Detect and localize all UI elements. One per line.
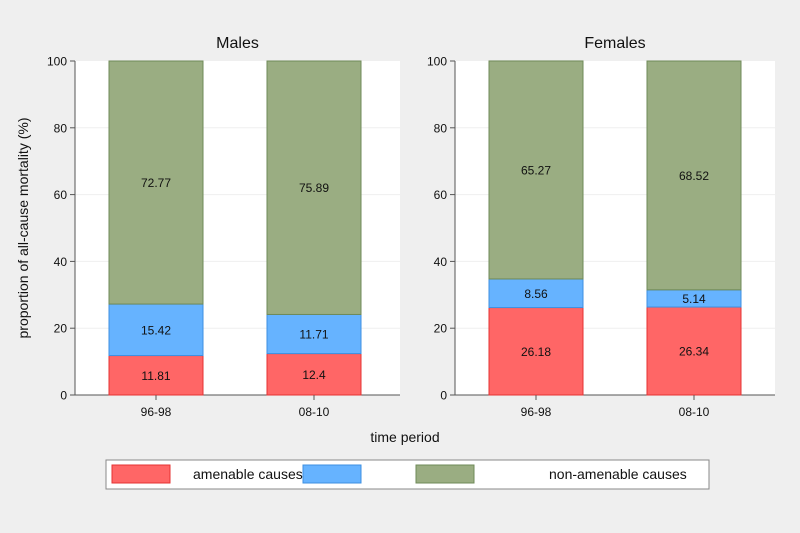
y-tick-label: 40: [54, 255, 68, 269]
y-tick-label: 20: [434, 322, 448, 336]
bar-ihd-96-98: [108, 303, 204, 357]
y-axis-label: proportion of all-cause mortality (%): [15, 118, 31, 339]
panel-males: 0 20 40 60 80 100 Males 11.81 15.42 72.77 96-98 12.…: [47, 35, 400, 419]
data-label: 11.81: [141, 369, 170, 383]
legend-swatch: [302, 464, 362, 484]
data-label: 26.34: [679, 345, 709, 359]
y-tick-label: 0: [440, 389, 447, 403]
legend-swatch: [111, 464, 171, 484]
legend-label: amenable causes: [193, 466, 303, 482]
y-tick-label: 60: [54, 188, 68, 202]
legend-swatch: [415, 464, 475, 484]
data-label: 11.71: [299, 328, 328, 342]
y-tick-label: 80: [54, 121, 68, 135]
y-tick-label: 100: [47, 55, 67, 69]
y-tick-label: 0: [60, 389, 67, 403]
bar-non-amenable-causes-96-98: [488, 60, 584, 280]
data-label: 75.89: [299, 181, 329, 195]
y-tick-label: 100: [427, 55, 447, 69]
x-tick-label: 08-10: [679, 405, 710, 419]
bar-amenable-causes-08-10: [266, 353, 362, 396]
bar-ihd-96-98: [488, 278, 584, 309]
bar-non-amenable-causes-08-10: [266, 60, 362, 315]
bar-ihd-08-10: [266, 313, 362, 355]
panel-title: Males: [216, 35, 259, 52]
legend: amenable causesIHDnon-amenable causes: [105, 459, 710, 490]
y-tick-label: 80: [434, 121, 448, 135]
legend-item-non-amenable-causes: non-amenable causes: [415, 464, 687, 484]
y-tick-label: 20: [54, 322, 68, 336]
bar-non-amenable-causes-08-10: [646, 60, 742, 291]
data-label: 15.42: [141, 323, 171, 337]
data-label: 12.4: [302, 368, 326, 382]
y-tick-label: 40: [434, 255, 448, 269]
bar-amenable-causes-96-98: [488, 307, 584, 396]
x-tick-label: 08-10: [299, 405, 330, 419]
y-tick-label: 60: [434, 188, 448, 202]
x-tick-label: 96-98: [141, 405, 172, 419]
data-label: 5.14: [682, 292, 706, 306]
data-label: 26.18: [521, 345, 551, 359]
bar-amenable-causes-96-98: [108, 355, 204, 396]
legend-box: [105, 459, 710, 490]
bar-amenable-causes-08-10: [646, 306, 742, 396]
x-axis-label: time period: [370, 429, 439, 445]
legend-item-amenable-causes: amenable causes: [111, 464, 303, 484]
panel-females: 0 20 40 60 80 100 Females 26.18 8.56 65.27 96-98 26…: [427, 35, 775, 419]
data-label: 8.56: [524, 287, 548, 301]
data-label: 65.27: [521, 163, 551, 177]
bar-non-amenable-causes-96-98: [108, 60, 204, 305]
data-label: 68.52: [679, 169, 709, 183]
x-tick-label: 96-98: [521, 405, 552, 419]
panel-title: Females: [584, 35, 645, 52]
data-label: 72.77: [141, 176, 171, 190]
legend-label: non-amenable causes: [549, 466, 687, 482]
